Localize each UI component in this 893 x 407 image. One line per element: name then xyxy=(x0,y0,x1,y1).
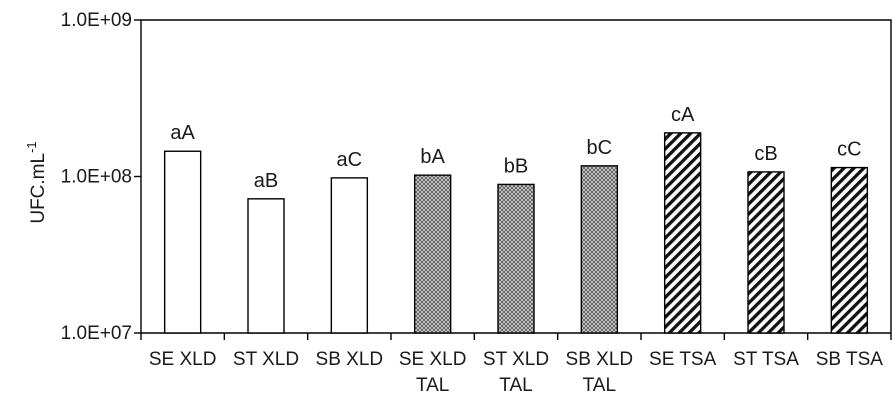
bar xyxy=(163,150,202,334)
y-tick-label: 1.0E+08 xyxy=(61,167,132,188)
x-category-label-line2: TAL xyxy=(416,375,449,396)
bar xyxy=(497,183,535,334)
x-category-label: SB TSA xyxy=(816,349,884,370)
bar-data-label: aA xyxy=(170,122,195,144)
y-axis-title: UFC.mL-1 xyxy=(24,141,49,223)
bar-data-label: cB xyxy=(754,143,777,165)
y-axis-title-superscript: -1 xyxy=(24,141,39,153)
bar-data-label: cA xyxy=(671,104,695,126)
x-category-label: SB XLD xyxy=(316,349,384,370)
bar-data-label: bA xyxy=(420,146,445,168)
bar xyxy=(247,198,285,334)
y-tick-label: 1.0E+07 xyxy=(61,323,132,344)
bar xyxy=(580,165,619,334)
bars xyxy=(163,132,869,334)
y-tick-label: 1.0E+09 xyxy=(61,10,132,31)
bar-data-label: aB xyxy=(254,170,278,192)
x-category-label: ST XLD xyxy=(233,349,299,370)
labels: aA SE XLD aB ST XLD aC SB XLD bA SE XLD TAL bB ST … xyxy=(149,104,883,396)
bar-data-label: bC xyxy=(587,137,613,159)
x-category-label: ST XLD xyxy=(483,349,549,370)
x-category-label: ST TSA xyxy=(733,349,799,370)
bar xyxy=(663,132,702,334)
x-category-label-line2: TAL xyxy=(583,375,616,396)
bar-data-label: bB xyxy=(504,155,528,177)
x-category-label: SB XLD xyxy=(566,349,634,370)
bar xyxy=(830,166,869,334)
x-category-label: SE XLD xyxy=(149,349,217,370)
x-category-label: SE TSA xyxy=(649,349,717,370)
bar xyxy=(413,174,452,334)
x-category-label-line2: TAL xyxy=(499,375,532,396)
bar xyxy=(330,177,369,334)
bar-data-label: aC xyxy=(337,149,363,171)
bar-data-label: cC xyxy=(837,139,861,161)
bar xyxy=(747,171,785,334)
x-category-label: SE XLD xyxy=(399,349,467,370)
y-axis-title-text: UFC.mL xyxy=(28,153,49,224)
